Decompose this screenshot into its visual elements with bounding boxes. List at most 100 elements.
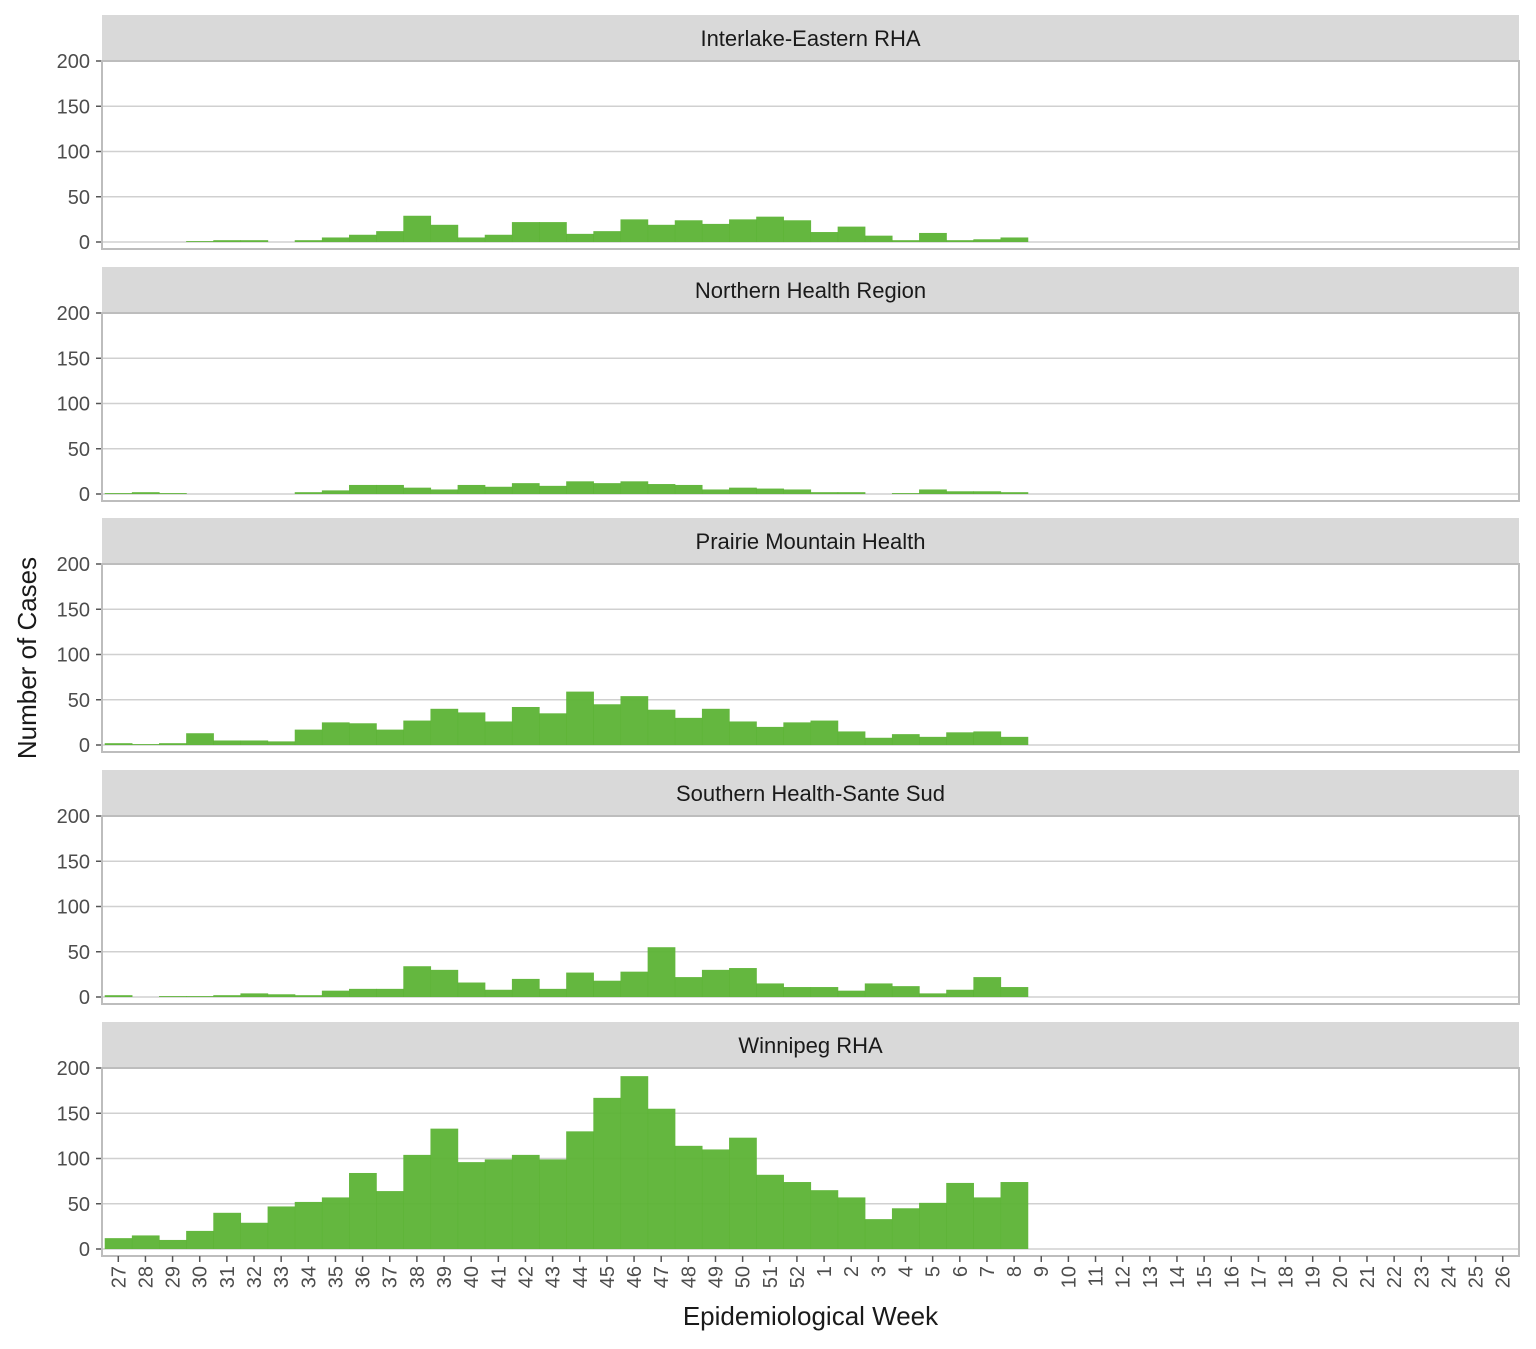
y-tick-label: 100: [57, 645, 90, 667]
x-tick-label: 46: [624, 1266, 646, 1288]
bar: [864, 983, 893, 997]
bar: [457, 1162, 486, 1249]
x-tick-label: 40: [461, 1266, 483, 1288]
bar: [104, 995, 133, 997]
bar: [294, 240, 323, 242]
bar: [457, 484, 486, 494]
bar: [973, 731, 1002, 745]
bar: [566, 972, 594, 997]
bar: [484, 234, 513, 242]
bar: [403, 720, 432, 745]
bar: [240, 993, 269, 997]
x-tick-label: 13: [1140, 1266, 1162, 1288]
x-tick-label: 22: [1384, 1266, 1406, 1288]
bar: [756, 983, 784, 997]
bar: [810, 492, 839, 494]
x-tick-label: 4: [896, 1266, 918, 1277]
bar: [457, 237, 486, 242]
bar: [566, 233, 594, 242]
x-tick-label: 2: [841, 1266, 863, 1277]
x-tick-label: 17: [1248, 1266, 1270, 1288]
bar: [566, 481, 594, 494]
bar: [539, 713, 567, 745]
bar: [484, 1159, 513, 1249]
panel-border: [101, 563, 1520, 753]
panel-border: [101, 1067, 1520, 1257]
y-tick-label: 200: [57, 554, 90, 576]
x-tick-label: 25: [1466, 1266, 1488, 1288]
bar: [376, 988, 404, 997]
bar: [674, 220, 703, 242]
y-tick-label: 50: [68, 1194, 90, 1216]
bar: [566, 691, 594, 745]
x-tick-label: 38: [407, 1266, 429, 1288]
bar: [430, 708, 459, 745]
x-tick-label: 20: [1330, 1266, 1352, 1288]
facet-strip: [102, 1022, 1519, 1068]
bar: [349, 484, 377, 494]
bar: [674, 977, 703, 997]
bar: [240, 1222, 269, 1249]
bar: [593, 483, 622, 494]
bar: [213, 1212, 242, 1249]
bar: [294, 995, 323, 997]
bar: [511, 1154, 540, 1249]
x-tick-label: 49: [705, 1266, 727, 1288]
bar: [104, 493, 133, 494]
bar: [321, 722, 350, 745]
bar: [593, 980, 622, 997]
bar: [701, 969, 730, 997]
y-tick-label: 100: [57, 142, 90, 164]
bar: [403, 966, 432, 997]
y-tick-label: 150: [57, 851, 90, 873]
bar: [267, 1206, 296, 1249]
x-tick-label: 37: [380, 1266, 402, 1288]
y-tick-label: 200: [57, 806, 90, 828]
bar: [376, 729, 404, 745]
y-tick-label: 50: [68, 187, 90, 209]
bar: [240, 240, 269, 242]
bar: [294, 1201, 323, 1249]
bar: [674, 717, 703, 745]
bar: [701, 708, 730, 745]
bar: [756, 488, 784, 494]
facet-strip: [102, 518, 1519, 564]
panel-border: [101, 815, 1520, 1005]
bar: [946, 732, 974, 745]
y-tick-label: 0: [79, 987, 90, 1009]
bar: [973, 491, 1002, 494]
facet-strip-label: Prairie Mountain Health: [696, 529, 926, 554]
bar: [131, 1235, 160, 1249]
bar: [701, 1149, 730, 1249]
x-tick-label: 33: [271, 1266, 293, 1288]
x-tick-label: 28: [135, 1266, 157, 1288]
x-tick-label: 41: [488, 1266, 510, 1288]
y-tick-label: 0: [79, 735, 90, 757]
bar: [973, 1197, 1002, 1249]
bar: [756, 1174, 784, 1249]
y-tick-label: 100: [57, 394, 90, 416]
bar: [430, 969, 459, 997]
bar: [701, 223, 730, 242]
x-tick-label: 14: [1167, 1266, 1189, 1288]
x-tick-label: 45: [597, 1266, 619, 1288]
bar: [946, 1182, 974, 1249]
y-tick-label: 0: [79, 232, 90, 254]
bar: [294, 492, 323, 494]
bar: [973, 977, 1002, 997]
bar: [131, 492, 160, 494]
bar: [674, 1145, 703, 1249]
bar: [511, 483, 540, 494]
x-tick-label: 32: [244, 1266, 266, 1288]
y-tick-label: 50: [68, 439, 90, 461]
x-tick-label: 5: [923, 1266, 945, 1277]
bar: [1000, 237, 1029, 242]
bar: [376, 484, 404, 494]
x-tick-label: 3: [868, 1266, 890, 1277]
bar: [1000, 736, 1029, 745]
x-tick-label: 43: [543, 1266, 565, 1288]
x-axis-title: Epidemiological Week: [683, 1301, 939, 1331]
bar: [430, 1128, 459, 1249]
x-tick-label: 27: [108, 1266, 130, 1288]
